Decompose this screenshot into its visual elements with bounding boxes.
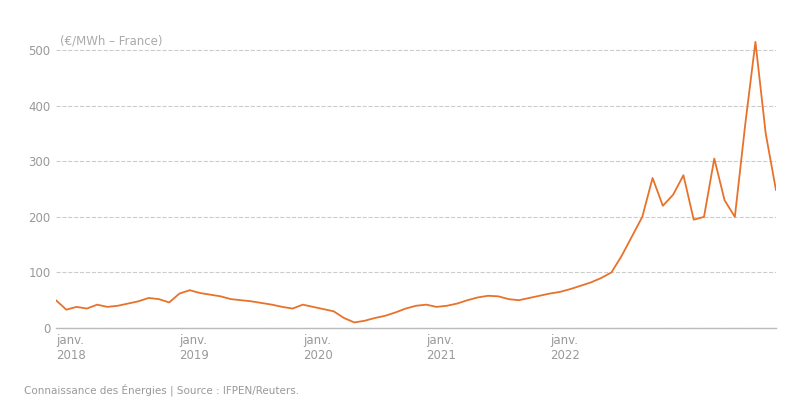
Text: Connaissance des Énergies | Source : IFPEN/Reuters.: Connaissance des Énergies | Source : IFP… [24,384,299,396]
Text: (€/MWh – France): (€/MWh – France) [60,34,162,47]
